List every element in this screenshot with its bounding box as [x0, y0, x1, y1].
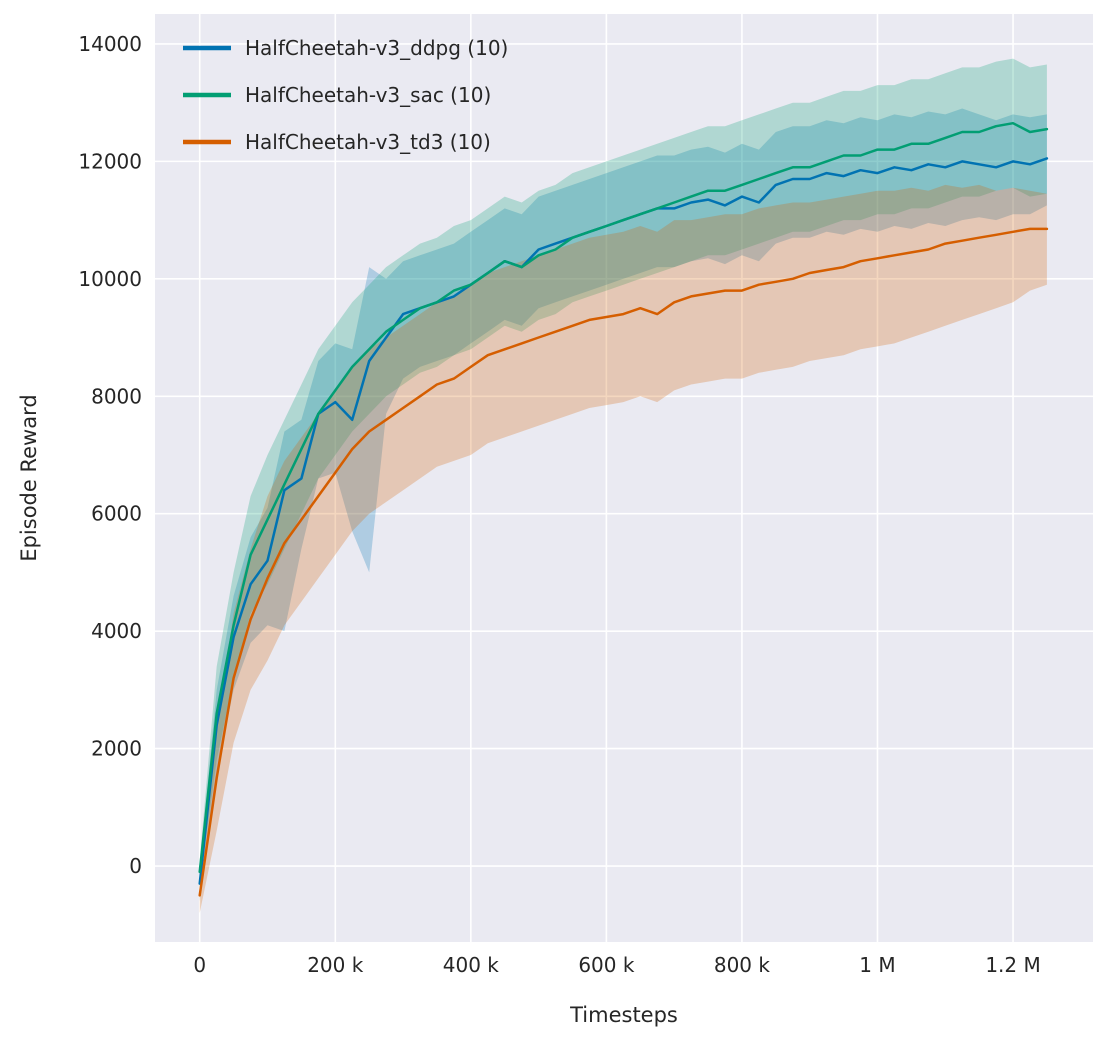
x-tick-label: 0 [193, 953, 206, 977]
y-tick-label: 2000 [91, 737, 142, 761]
x-tick-label: 800 k [714, 953, 771, 977]
confidence-band-td3 [199, 184, 1047, 913]
x-tick-label: 200 k [307, 953, 364, 977]
confidence-band-sac [199, 58, 1047, 884]
y-tick-label: 12000 [78, 149, 142, 173]
y-tick-label: 10000 [78, 267, 142, 291]
confidence-band-ddpg [199, 108, 1047, 902]
x-tick-label: 400 k [443, 953, 500, 977]
x-tick-label: 600 k [578, 953, 635, 977]
y-tick-label: 6000 [91, 502, 142, 526]
mean-line-sac [198, 121, 1049, 874]
legend-label-td3: HalfCheetah-v3_td3 (10) [245, 130, 491, 154]
y-tick-label: 4000 [91, 619, 142, 643]
y-axis-label: Episode Reward [17, 394, 41, 561]
mean-line-td3 [198, 227, 1049, 897]
y-tick-label: 0 [129, 854, 142, 878]
plot-panel [155, 14, 1093, 942]
x-tick-label: 1 M [859, 953, 895, 977]
legend-label-sac: HalfCheetah-v3_sac (10) [245, 83, 491, 107]
x-axis-label: Timesteps [569, 1003, 678, 1027]
legend-label-ddpg: HalfCheetah-v3_ddpg (10) [245, 36, 508, 60]
y-tick-label: 8000 [91, 384, 142, 408]
y-tick-label: 14000 [78, 32, 142, 56]
x-tick-label: 1.2 M [985, 953, 1040, 977]
